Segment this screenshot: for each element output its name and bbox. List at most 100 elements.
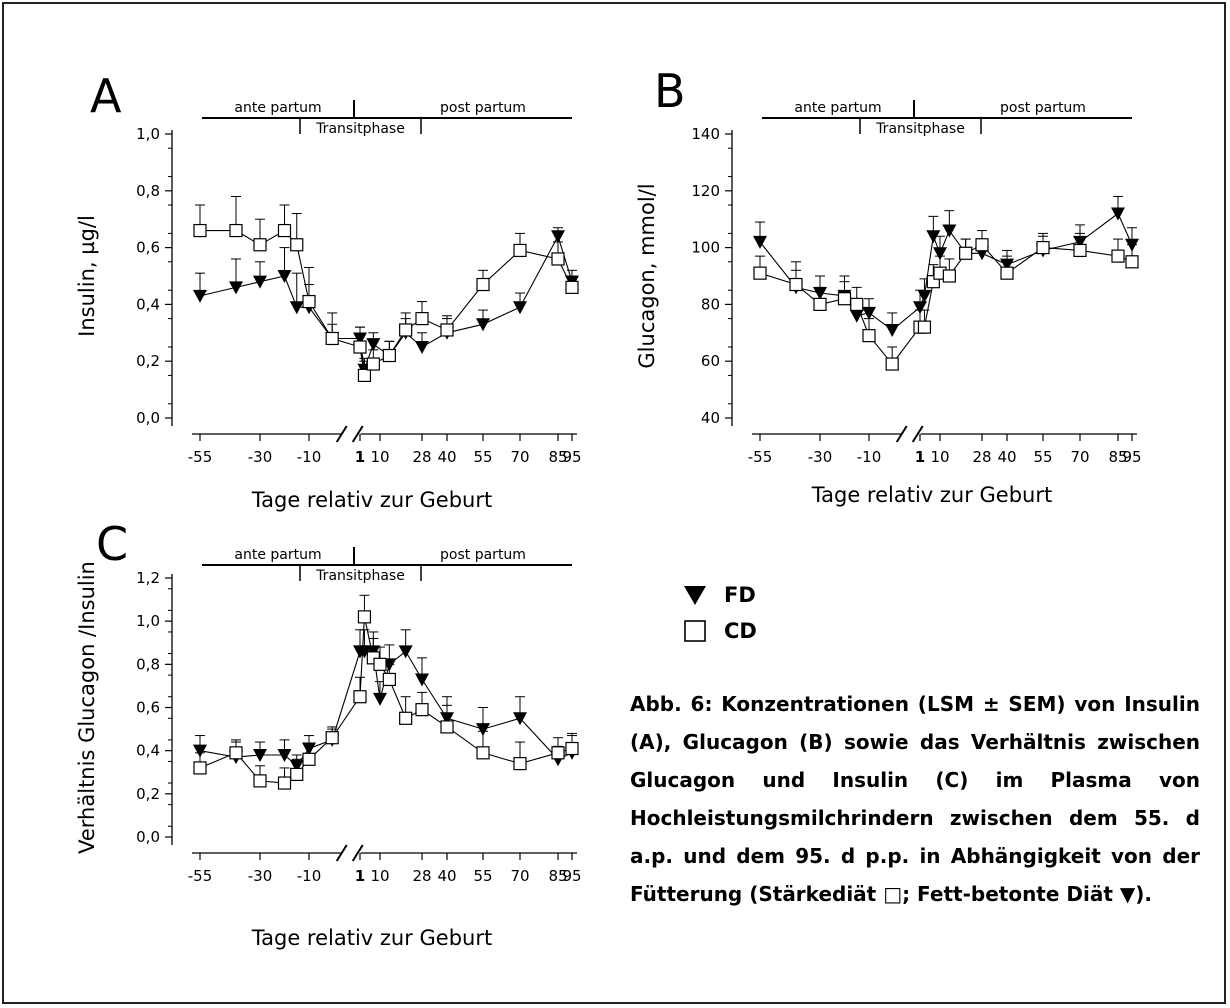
x-tick-label: 1	[355, 448, 365, 466]
x-tick-label: -30	[248, 867, 273, 885]
axis-break-mark	[351, 425, 364, 443]
open-square-icon	[680, 616, 710, 646]
data-point-cd	[476, 277, 490, 292]
legend-item-fd: FD	[680, 580, 756, 610]
x-tick-label: 28	[412, 448, 431, 466]
data-point-fd	[476, 318, 490, 332]
y-tick-label: 0,6	[136, 239, 160, 257]
data-point-cd	[565, 280, 579, 294]
data-point-cd	[440, 323, 454, 337]
x-tick-label: -55	[188, 867, 213, 885]
x-tick-label: 85	[1108, 448, 1127, 466]
data-point-fd	[277, 748, 292, 762]
data-point-fd	[253, 275, 267, 289]
data-point-fd	[229, 281, 243, 295]
y-axis-label: Insulin, µg/l	[75, 215, 99, 337]
y-tick-label: 120	[691, 182, 720, 200]
x-tick-label: -30	[248, 448, 273, 466]
x-tick-label: 55	[473, 448, 492, 466]
legend-label-fd: FD	[724, 583, 756, 607]
x-tick-label: -10	[857, 448, 882, 466]
data-point-cd	[253, 774, 267, 788]
data-point-cd	[229, 223, 243, 238]
data-point-fd	[933, 247, 947, 261]
data-point-fd	[513, 712, 527, 726]
data-point-cd	[789, 277, 803, 292]
y-tick-label: 140	[691, 125, 720, 143]
phase-label-post: post partum	[440, 100, 526, 116]
y-tick-label: 0,4	[136, 295, 160, 313]
x-tick-label: 40	[437, 867, 456, 885]
y-tick-label: 0,0	[136, 828, 160, 846]
data-point-cd	[415, 703, 429, 717]
data-point-fd	[813, 287, 827, 301]
x-axis-label: Tage relativ zur Geburt	[251, 926, 492, 950]
data-point-cd	[942, 269, 956, 283]
x-axis-label: Tage relativ zur Geburt	[811, 483, 1052, 507]
x-tick-label: 95	[562, 448, 581, 466]
x-tick-label: -10	[297, 448, 322, 466]
data-point-cd	[253, 238, 267, 252]
x-tick-label: 95	[1122, 448, 1141, 466]
data-point-cd	[415, 312, 429, 326]
x-tick-label: 28	[972, 448, 991, 466]
panel-letter: A	[90, 69, 122, 123]
data-point-cd	[850, 297, 864, 311]
y-tick-label: 0,4	[136, 742, 160, 760]
y-tick-label: 0,2	[136, 352, 160, 370]
data-point-fd	[942, 224, 957, 238]
data-point-fd	[885, 323, 900, 337]
data-point-cd	[975, 238, 989, 252]
data-point-fd	[193, 289, 207, 303]
data-point-cd	[551, 746, 565, 760]
y-tick-label: 40	[701, 409, 720, 427]
y-tick-label: 60	[701, 352, 720, 370]
y-tick-label: 1,2	[136, 569, 160, 587]
data-point-cd	[229, 746, 243, 760]
data-point-cd	[302, 294, 316, 309]
x-tick-label: -55	[188, 448, 213, 466]
data-point-fd	[289, 759, 304, 773]
data-point-cd	[1111, 249, 1125, 263]
axis-break-mark	[335, 425, 348, 443]
data-point-cd	[1036, 241, 1050, 255]
filled-triangle-down-icon	[680, 580, 710, 610]
series-line-fd	[199, 234, 573, 370]
x-tick-label: -30	[808, 448, 833, 466]
data-point-cd	[290, 767, 304, 782]
data-point-cd	[399, 711, 413, 725]
data-point-cd	[1000, 266, 1014, 280]
data-point-fd	[551, 230, 565, 244]
x-tick-label: 1	[915, 448, 925, 466]
data-point-fd	[366, 338, 381, 352]
data-point-cd	[513, 243, 527, 258]
x-tick-label: 40	[997, 448, 1016, 466]
y-tick-label: 0,0	[136, 409, 160, 427]
data-point-cd	[302, 752, 316, 766]
legend: FD CD	[680, 580, 880, 650]
data-point-fd	[1125, 238, 1139, 252]
data-point-fd	[862, 306, 876, 320]
data-point-cd	[476, 746, 490, 760]
data-point-fd	[513, 301, 527, 315]
data-point-cd	[357, 368, 372, 382]
x-tick-label: 85	[548, 867, 567, 885]
data-point-fd	[440, 712, 454, 726]
phase-label-transit: Transitphase	[315, 121, 405, 137]
data-point-cd	[357, 610, 372, 624]
phase-label-transit: Transitphase	[315, 568, 405, 584]
x-tick-label: 10	[930, 448, 949, 466]
x-tick-label: 85	[548, 448, 567, 466]
data-point-cd	[277, 223, 292, 238]
axis-break-mark	[895, 425, 908, 443]
x-tick-label: -55	[748, 448, 773, 466]
data-point-cd	[551, 252, 565, 266]
data-point-cd	[813, 297, 827, 311]
data-point-fd	[753, 235, 767, 249]
data-point-fd	[289, 301, 304, 315]
y-tick-label: 1,0	[136, 125, 160, 143]
data-point-cd	[193, 761, 207, 775]
